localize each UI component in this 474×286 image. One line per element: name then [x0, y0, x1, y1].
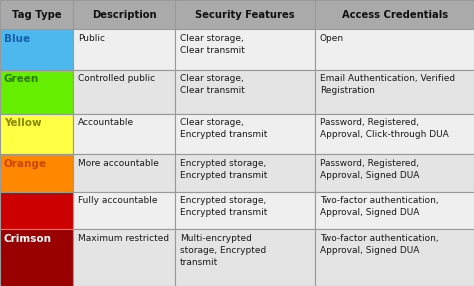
Bar [175, 70, 315, 114]
Bar [73, 192, 175, 229]
Bar [315, 229, 474, 286]
Bar [0, 0, 73, 29]
Bar [73, 70, 175, 114]
Bar [175, 192, 315, 229]
Text: Fully accountable: Fully accountable [78, 196, 158, 205]
Bar [315, 0, 474, 29]
Text: Two-factor authentication,
Approval, Signed DUA: Two-factor authentication, Approval, Sig… [320, 234, 438, 255]
Text: Yellow: Yellow [4, 118, 41, 128]
Text: Red: Red [4, 196, 27, 206]
Text: Password, Registered,
Approval, Click-through DUA: Password, Registered, Approval, Click-th… [320, 118, 449, 139]
Text: Security Features: Security Features [195, 10, 295, 20]
Text: Email Authentication, Verified
Registration: Email Authentication, Verified Registrat… [320, 74, 455, 95]
Text: Clear storage,
Encrypted transmit: Clear storage, Encrypted transmit [180, 118, 267, 139]
Text: Blue: Blue [4, 33, 30, 43]
Text: Tag Type: Tag Type [12, 10, 62, 20]
Text: Green: Green [4, 74, 39, 84]
Text: Password, Registered,
Approval, Signed DUA: Password, Registered, Approval, Signed D… [320, 159, 419, 180]
Bar [175, 114, 315, 154]
Bar [315, 70, 474, 114]
Bar [73, 29, 175, 70]
Bar [315, 192, 474, 229]
Text: Crimson: Crimson [4, 234, 52, 244]
Bar [73, 114, 175, 154]
Text: Clear storage,
Clear transmit: Clear storage, Clear transmit [180, 74, 245, 95]
Text: Open: Open [320, 33, 344, 43]
Text: Multi-encrypted
storage, Encrypted
transmit: Multi-encrypted storage, Encrypted trans… [180, 234, 266, 267]
Bar [315, 154, 474, 192]
Text: Controlled public: Controlled public [78, 74, 155, 83]
Text: Clear storage,
Clear transmit: Clear storage, Clear transmit [180, 33, 245, 55]
Bar [73, 154, 175, 192]
Bar [315, 29, 474, 70]
Text: Two-factor authentication,
Approval, Signed DUA: Two-factor authentication, Approval, Sig… [320, 196, 438, 217]
Bar [0, 192, 73, 229]
Bar [0, 70, 73, 114]
Bar [73, 229, 175, 286]
Text: Encrypted storage,
Encrypted transmit: Encrypted storage, Encrypted transmit [180, 159, 267, 180]
Text: Encrypted storage,
Encrypted transmit: Encrypted storage, Encrypted transmit [180, 196, 267, 217]
Bar [175, 0, 315, 29]
Text: More accountable: More accountable [78, 159, 159, 168]
Bar [315, 114, 474, 154]
Bar [175, 229, 315, 286]
Text: Access Credentials: Access Credentials [342, 10, 447, 20]
Bar [0, 229, 73, 286]
Bar [175, 29, 315, 70]
Text: Description: Description [92, 10, 157, 20]
Bar [73, 0, 175, 29]
Bar [175, 154, 315, 192]
Text: Orange: Orange [4, 159, 47, 169]
Bar [0, 114, 73, 154]
Bar [0, 154, 73, 192]
Text: Accountable: Accountable [78, 118, 134, 127]
Text: Public: Public [78, 33, 105, 43]
Text: Maximum restricted: Maximum restricted [78, 234, 169, 243]
Bar [0, 29, 73, 70]
